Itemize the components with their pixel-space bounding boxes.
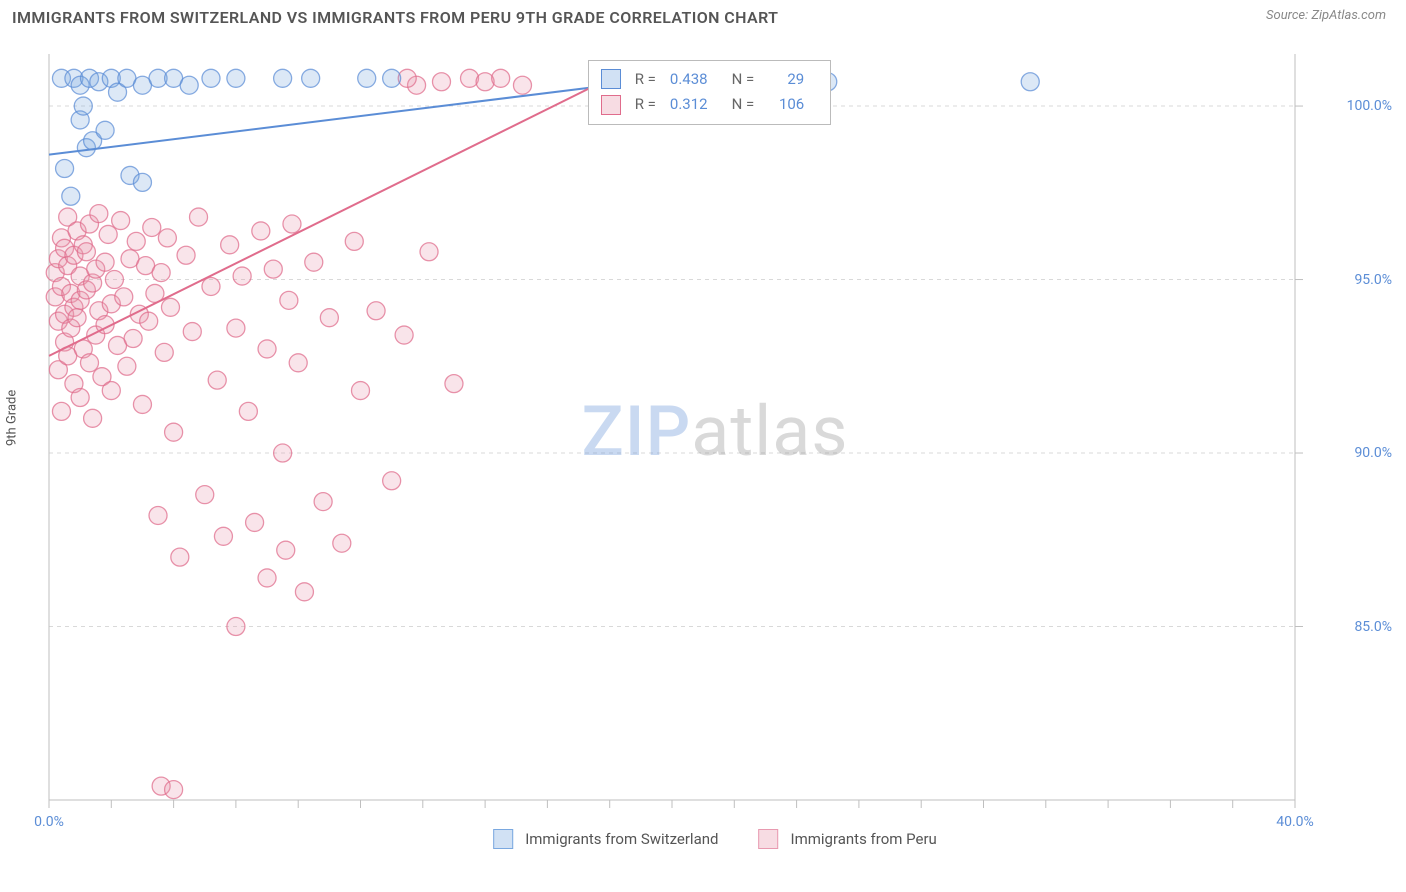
y-axis-label: 9th Grade [5,390,20,446]
stat-r-label: R = [635,67,656,93]
y-tick-label: 90.0% [1354,445,1392,461]
stat-n-label: N = [732,92,755,118]
x-tick-label: 40.0% [1276,814,1314,830]
legend-swatch [758,829,778,849]
legend-swatch [601,95,621,115]
stat-r-label: R = [635,92,656,118]
legend-item: Immigrants from Switzerland [493,829,718,849]
stats-legend: R = 0.438 N = 29 R = 0.312 N = 106 [588,60,832,125]
x-tick-label: 0.0% [34,814,64,830]
stat-r-value: 0.312 [670,92,708,118]
y-tick-label: 100.0% [1347,98,1392,114]
scatter-plot [45,50,1385,845]
stat-n-value: 29 [768,67,804,93]
stats-legend-row: R = 0.438 N = 29 [601,67,819,93]
y-tick-label: 95.0% [1354,272,1392,288]
y-tick-label: 85.0% [1354,619,1392,635]
legend-swatch [601,69,621,89]
series-legend: Immigrants from Switzerland Immigrants fr… [493,829,937,849]
legend-item: Immigrants from Peru [758,829,936,849]
legend-label: Immigrants from Peru [790,830,936,848]
legend-swatch [493,829,513,849]
stat-r-value: 0.438 [670,67,708,93]
chart-area: ZIPatlas R =0.438N =29R =0.312N =106 Imm… [45,50,1385,845]
stat-n-label: N = [732,67,755,93]
stat-n-value: 106 [768,92,804,118]
chart-source: Source: ZipAtlas.com [1266,8,1386,23]
legend-label: Immigrants from Switzerland [525,830,718,848]
chart-title: IMMIGRANTS FROM SWITZERLAND VS IMMIGRANT… [12,8,778,27]
stats-legend-row: R = 0.312 N = 106 [601,92,819,118]
